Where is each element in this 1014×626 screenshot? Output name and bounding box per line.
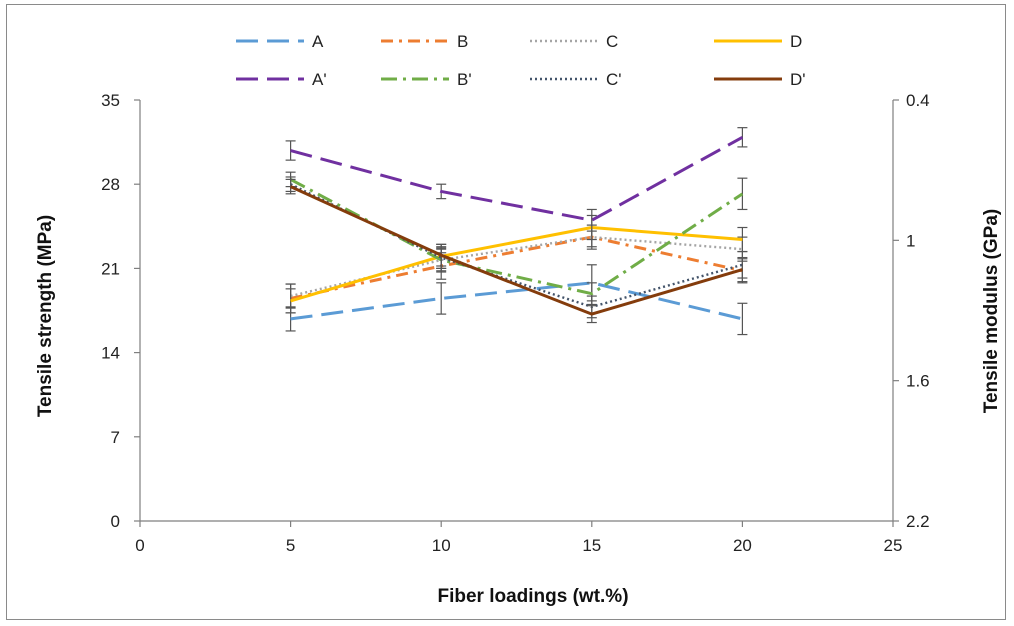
series-line xyxy=(290,235,743,298)
series-a-prime xyxy=(285,127,748,232)
axes: 0 5 10 15 20 25 0 7 14 21 28 35 0.4 1 1.6 2.2 xyxy=(101,91,930,555)
y-tick-label: 21 xyxy=(101,259,120,278)
legend-item: D xyxy=(714,32,802,51)
x-tick-label: 5 xyxy=(286,536,295,555)
series-line xyxy=(289,178,744,296)
legend-item: B xyxy=(381,32,468,51)
y2-tick-label: 0.4 xyxy=(906,91,930,110)
y-tick-label: 0 xyxy=(111,512,120,531)
legend-item: A xyxy=(236,32,324,51)
series-line xyxy=(290,235,743,300)
series-line xyxy=(290,226,743,303)
y2-axis-title: Tensile modulus (GPa) xyxy=(981,209,1002,413)
legend-item: B' xyxy=(381,70,472,89)
legend-label: A' xyxy=(312,70,327,89)
x-tick-label: 15 xyxy=(582,536,601,555)
y-tick-label: 28 xyxy=(101,175,120,194)
series-b xyxy=(285,226,748,314)
series-line xyxy=(290,183,743,309)
y2-tick-label: 1 xyxy=(906,231,915,250)
legend-label: A xyxy=(312,32,324,51)
legend-item: D' xyxy=(714,70,806,89)
series-line xyxy=(290,281,743,321)
x-tick-label: 25 xyxy=(884,536,903,555)
legend-label: C' xyxy=(606,70,622,89)
legend-item: C' xyxy=(530,70,622,89)
y2-tick-label: 2.2 xyxy=(906,512,930,531)
y2-tick-label: 1.6 xyxy=(906,372,930,391)
series-a xyxy=(285,264,748,336)
y-tick-label: 35 xyxy=(101,91,120,110)
series-line xyxy=(290,135,744,222)
x-tick-label: 10 xyxy=(432,536,451,555)
legend-label: C xyxy=(606,32,618,51)
legend-label: D xyxy=(790,32,802,51)
y-axis-title: Tensile strength (MPa) xyxy=(35,215,56,417)
x-tick-label: 0 xyxy=(135,536,144,555)
series-line xyxy=(289,185,743,316)
y-tick-label: 7 xyxy=(111,428,120,447)
series-layer xyxy=(285,127,748,336)
x-tick-label: 20 xyxy=(733,536,752,555)
series-d xyxy=(285,214,748,314)
chart-frame xyxy=(6,4,1006,620)
x-axis-title: Fiber loadings (wt.%) xyxy=(437,586,628,607)
legend-label: B' xyxy=(457,70,472,89)
series-c xyxy=(285,224,748,309)
series-d-prime xyxy=(285,178,748,324)
legend-item: A' xyxy=(236,70,327,89)
legend-item: C xyxy=(530,32,618,51)
legend-label: B xyxy=(457,32,468,51)
legend: A B C D A' B' C' D' xyxy=(236,32,806,89)
y-tick-label: 14 xyxy=(101,344,120,363)
legend-label: D' xyxy=(790,70,806,89)
